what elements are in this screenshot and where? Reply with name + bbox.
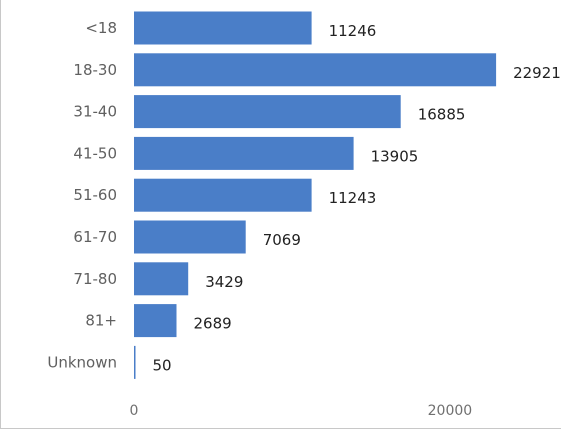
- category-label-8: Unknown: [47, 353, 117, 371]
- value-label-7: 2689: [194, 315, 232, 333]
- bar-7: [134, 304, 177, 338]
- category-label-7: 81+: [85, 312, 117, 330]
- bar-2: [134, 95, 401, 129]
- category-label-5: 61-70: [73, 228, 117, 246]
- bar-8: [134, 345, 136, 379]
- value-label-1: 22921: [513, 64, 561, 82]
- category-label-1: 18-30: [73, 61, 117, 79]
- x-tick-label-1: 20000: [428, 403, 473, 419]
- bar-6: [134, 262, 189, 296]
- bar-5: [134, 220, 246, 254]
- bar-0: [134, 11, 312, 45]
- value-label-2: 16885: [418, 106, 466, 124]
- category-label-6: 71-80: [73, 270, 117, 288]
- value-label-4: 11243: [329, 189, 377, 207]
- value-label-5: 7069: [263, 231, 301, 249]
- category-label-0: <18: [85, 19, 117, 37]
- category-label-4: 51-60: [73, 186, 117, 204]
- value-label-6: 3429: [205, 273, 243, 291]
- value-label-0: 11246: [329, 22, 377, 40]
- x-tick-label-0: 0: [130, 403, 139, 419]
- bar-1: [134, 53, 497, 87]
- bar-3: [134, 136, 354, 170]
- category-label-3: 41-50: [73, 144, 117, 162]
- value-label-3: 13905: [371, 147, 419, 165]
- category-label-2: 31-40: [73, 103, 117, 121]
- bar-4: [134, 178, 312, 212]
- value-label-8: 50: [153, 356, 172, 374]
